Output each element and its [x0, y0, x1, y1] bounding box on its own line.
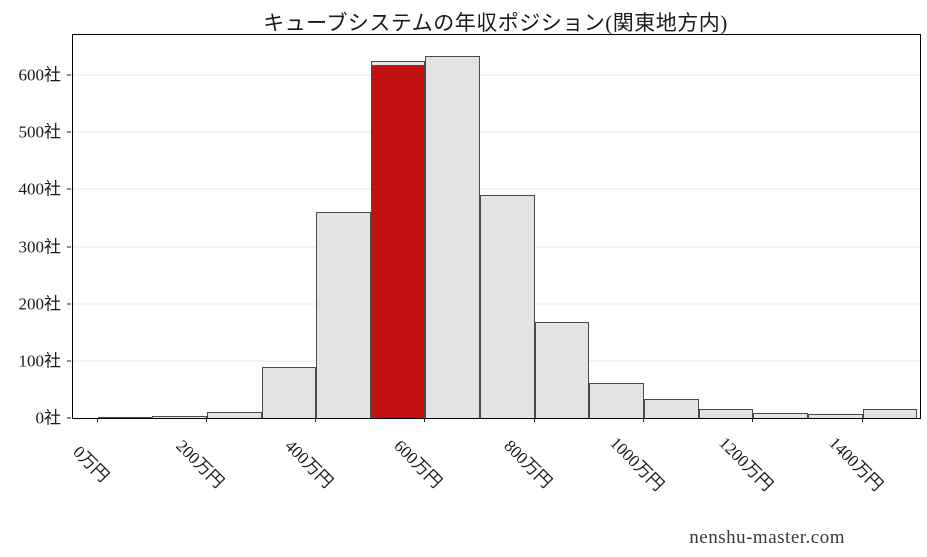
y-tick-label: 300社	[18, 237, 62, 257]
y-tick-label: 400社	[18, 179, 62, 199]
y-tick-label: 100社	[18, 351, 62, 371]
x-tick-mark	[533, 418, 535, 422]
y-axis-labels: 0社 100社 200社 300社 400社 500社 600社	[0, 35, 72, 427]
histogram-bar	[152, 416, 207, 418]
plot-area	[72, 34, 921, 419]
x-tick-mark	[96, 418, 98, 422]
x-tick-label: 400万円	[281, 436, 337, 492]
x-tick-label: 0万円	[68, 442, 113, 486]
gridline	[73, 131, 920, 133]
x-tick-label: 800万円	[499, 436, 556, 492]
histogram-bar	[97, 417, 153, 418]
y-tick-label: 200社	[18, 294, 62, 314]
gridline	[73, 188, 920, 190]
chart-title: キューブシステムの年収ポジション(関東地方内)	[263, 11, 728, 35]
x-tick-mark	[205, 418, 207, 422]
y-tick-mark	[67, 246, 71, 248]
y-tick-label: 600社	[18, 65, 62, 85]
histogram-bar	[206, 412, 262, 418]
histogram-bar	[862, 408, 918, 418]
x-tick-mark	[315, 418, 317, 422]
y-tick-mark	[67, 188, 71, 190]
y-tick-label: 0社	[35, 408, 62, 428]
y-tick-mark	[67, 360, 71, 362]
highlight-bar	[370, 65, 426, 418]
histogram-bar	[807, 414, 863, 418]
histogram-bar	[425, 56, 481, 418]
watermark-text: nenshu-master.com	[689, 527, 845, 548]
y-tick-mark	[67, 417, 71, 419]
x-axis-labels: 0万円 200万円 400万円 600万円 800万円 1000万円 1200万円 1400万…	[68, 418, 919, 557]
x-tick-mark	[752, 418, 754, 422]
histogram-bar	[753, 412, 808, 418]
x-tick-mark	[643, 418, 645, 422]
gridline	[73, 74, 920, 76]
histogram-bar	[644, 399, 699, 418]
x-tick-mark	[424, 418, 426, 422]
histogram-bar	[534, 321, 590, 418]
y-tick-mark	[67, 131, 71, 133]
histogram-bar	[316, 212, 371, 418]
histogram-bar	[261, 366, 317, 418]
y-tick-label: 500社	[18, 122, 62, 142]
histogram-bar	[589, 382, 645, 418]
y-tick-mark	[67, 74, 71, 76]
histogram-bar	[698, 408, 754, 418]
x-tick-label: 200万円	[172, 436, 228, 492]
x-tick-label: 1000万円	[606, 433, 668, 495]
histogram-bar	[480, 195, 535, 418]
x-tick-label: 1400万円	[824, 433, 887, 495]
x-tick-label: 1200万円	[715, 433, 778, 495]
x-tick-mark	[861, 418, 863, 422]
y-tick-mark	[67, 303, 71, 305]
x-tick-label: 600万円	[390, 436, 447, 492]
